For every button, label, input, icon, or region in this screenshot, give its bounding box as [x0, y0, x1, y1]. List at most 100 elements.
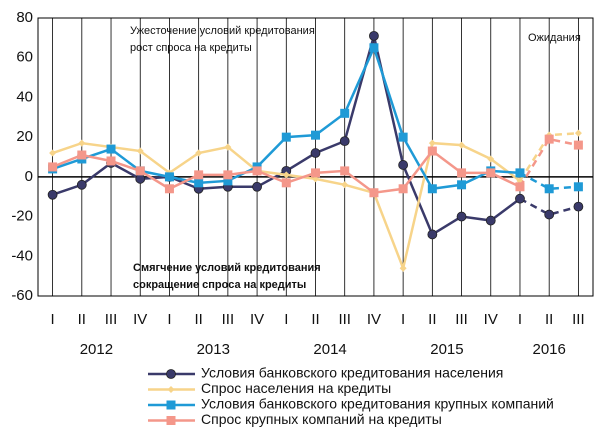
year-label: 2014	[313, 341, 346, 358]
marker	[573, 182, 583, 192]
marker	[369, 43, 379, 53]
y-tick-label: 20	[16, 128, 33, 145]
x-tick-label: III	[105, 311, 118, 328]
marker	[48, 162, 58, 172]
marker	[252, 181, 262, 192]
y-tick-label: -60	[11, 287, 33, 304]
x-tick-label: I	[401, 311, 405, 328]
x-tick-label: IV	[484, 311, 498, 328]
marker	[340, 166, 350, 176]
marker	[398, 160, 409, 170]
year-label: 2012	[80, 341, 113, 358]
annotation: Ужесточение условий кредитования	[130, 25, 315, 37]
forecast-line	[518, 137, 579, 188]
marker	[369, 30, 379, 41]
legend-label: Спрос населения на кредиты	[201, 380, 391, 396]
x-tick-label: IV	[367, 311, 381, 328]
marker	[78, 139, 86, 147]
marker	[458, 141, 466, 149]
marker	[166, 416, 176, 425]
marker	[515, 193, 525, 204]
marker	[574, 129, 582, 137]
forecast-line	[519, 171, 579, 191]
marker	[573, 201, 584, 212]
marker	[369, 188, 379, 198]
marker	[486, 168, 496, 178]
marker	[49, 149, 57, 157]
x-tick-label: I	[518, 311, 522, 328]
marker	[427, 146, 437, 156]
marker	[135, 173, 146, 184]
marker	[167, 386, 175, 393]
marker	[310, 148, 321, 158]
marker	[135, 166, 145, 176]
marker	[456, 211, 467, 222]
marker	[457, 168, 467, 178]
marker	[515, 182, 525, 192]
marker	[281, 178, 291, 188]
year-label: 2015	[430, 341, 463, 358]
marker	[544, 184, 554, 194]
x-tick-label: II	[311, 311, 319, 328]
x-tick-label: I	[167, 311, 171, 328]
x-tick-label: III	[455, 311, 468, 328]
plot-frame	[37, 17, 594, 297]
y-tick-label: 40	[16, 88, 33, 105]
marker	[136, 147, 144, 155]
marker	[223, 170, 233, 180]
marker	[106, 156, 116, 166]
marker	[515, 168, 525, 178]
marker	[427, 184, 437, 194]
x-tick-label: II	[428, 311, 436, 328]
marker	[341, 181, 349, 189]
forecast-line	[519, 197, 579, 216]
y-tick-label: -20	[11, 208, 33, 225]
marker	[194, 178, 204, 188]
marker	[428, 139, 436, 147]
y-tick-label: -40	[11, 247, 33, 264]
annotation: Смягчение условий кредитования	[133, 262, 321, 274]
marker	[195, 149, 203, 157]
x-tick-label: I	[51, 311, 55, 328]
x-tick-label: II	[194, 311, 202, 328]
marker	[252, 166, 262, 176]
annotation: рост спроса на кредиты	[130, 42, 252, 54]
marker	[399, 264, 407, 272]
marker	[194, 170, 204, 180]
marker	[398, 184, 408, 194]
marker	[544, 209, 555, 220]
marker	[47, 189, 58, 200]
marker	[77, 150, 87, 160]
annotation: сокращение спроса на кредиты	[133, 279, 306, 291]
marker	[427, 229, 438, 240]
marker	[339, 136, 350, 147]
marker	[164, 172, 174, 182]
marker	[487, 155, 495, 163]
year-label: 2013	[197, 341, 230, 358]
marker	[311, 168, 320, 178]
y-tick-label: 60	[16, 49, 33, 66]
legend-label: Спрос крупных компаний на кредиты	[201, 411, 442, 427]
marker	[281, 132, 291, 142]
x-tick-label: IV	[133, 311, 147, 328]
marker	[573, 140, 583, 150]
x-tick-label: III	[222, 311, 235, 328]
marker	[166, 400, 176, 410]
marker	[485, 215, 496, 226]
marker	[398, 132, 408, 142]
x-tick-label: II	[545, 311, 553, 328]
legend-label: Условия банковского кредитования населен…	[201, 365, 503, 381]
marker	[457, 180, 467, 190]
marker	[311, 130, 320, 140]
marker	[340, 108, 350, 118]
marker	[282, 171, 290, 179]
marker	[76, 179, 87, 190]
y-tick-label: 0	[25, 168, 33, 185]
marker	[106, 144, 116, 154]
legend-label: Условия банковского кредитования крупных…	[201, 396, 554, 412]
x-tick-label: IV	[250, 311, 264, 328]
year-label: 2016	[532, 341, 565, 358]
marker	[166, 369, 176, 379]
x-tick-label: III	[338, 311, 351, 328]
